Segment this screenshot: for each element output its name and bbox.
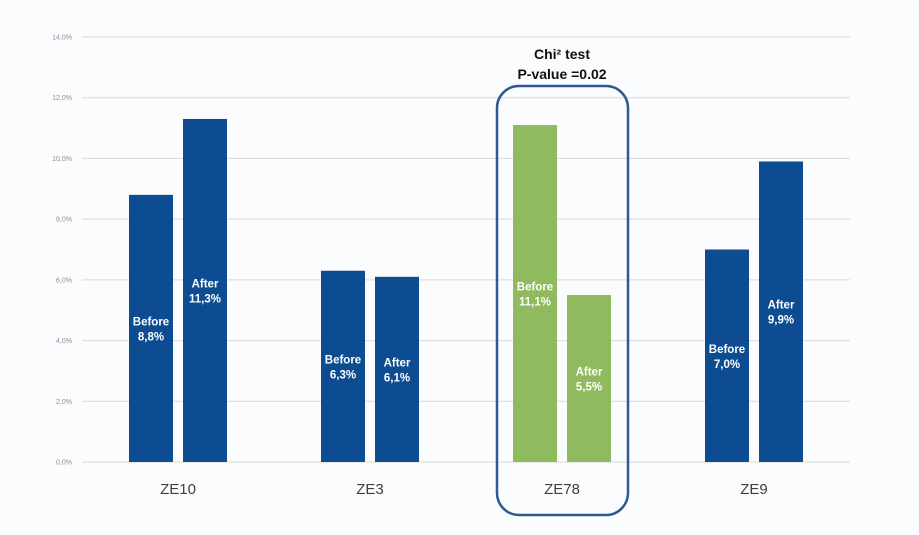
bar-ze9-after	[759, 161, 803, 462]
x-category-label: ZE78	[544, 481, 580, 498]
y-tick-label: 6,0%	[56, 277, 72, 284]
bar-value-label: 11,3%	[189, 293, 221, 305]
bar-ze10-after	[183, 118, 227, 462]
annotation-chi-test: Chi² test	[534, 46, 590, 62]
annotation-p-value: P-value =0.02	[517, 66, 606, 82]
bar-series-label: After	[768, 300, 795, 312]
bar-series-label: Before	[325, 354, 361, 366]
bar-series-label: Before	[517, 282, 553, 294]
y-tick-label: 12,0%	[52, 95, 72, 102]
bar-value-label: 11,1%	[519, 297, 551, 309]
y-tick-label: 14,0%	[52, 35, 72, 42]
bar-value-label: 9,9%	[768, 315, 794, 327]
bar-series-label: Before	[709, 344, 745, 356]
bar-ze3-after	[375, 276, 419, 462]
y-tick-label: 0,0%	[56, 460, 72, 467]
bar-value-label: 6,3%	[330, 369, 356, 381]
bar-value-label: 7,0%	[714, 359, 740, 371]
bar-series-label: After	[576, 367, 603, 379]
highlight-box	[495, 84, 630, 517]
x-category-label: ZE3	[356, 481, 384, 498]
y-tick-label: 8,0%	[56, 217, 72, 224]
bar-value-label: 5,5%	[576, 382, 602, 394]
bar-ze9-before	[705, 249, 749, 462]
bar-ze3-before	[321, 270, 365, 462]
bar-series-label: Before	[133, 316, 169, 328]
x-category-label: ZE10	[160, 481, 196, 498]
bar-value-label: 8,8%	[138, 331, 164, 343]
x-category-label: ZE9	[740, 481, 768, 498]
y-tick-label: 10,0%	[52, 156, 72, 163]
bar-series-label: After	[192, 278, 219, 290]
y-tick-label: 4,0%	[56, 338, 72, 345]
bar-series-label: After	[384, 357, 411, 369]
y-tick-label: 2,0%	[56, 399, 72, 406]
bar-ze78-before	[513, 125, 557, 463]
bar-ze78-after	[567, 295, 611, 462]
bar-value-label: 6,1%	[384, 372, 410, 384]
bar-ze10-before	[129, 194, 173, 462]
